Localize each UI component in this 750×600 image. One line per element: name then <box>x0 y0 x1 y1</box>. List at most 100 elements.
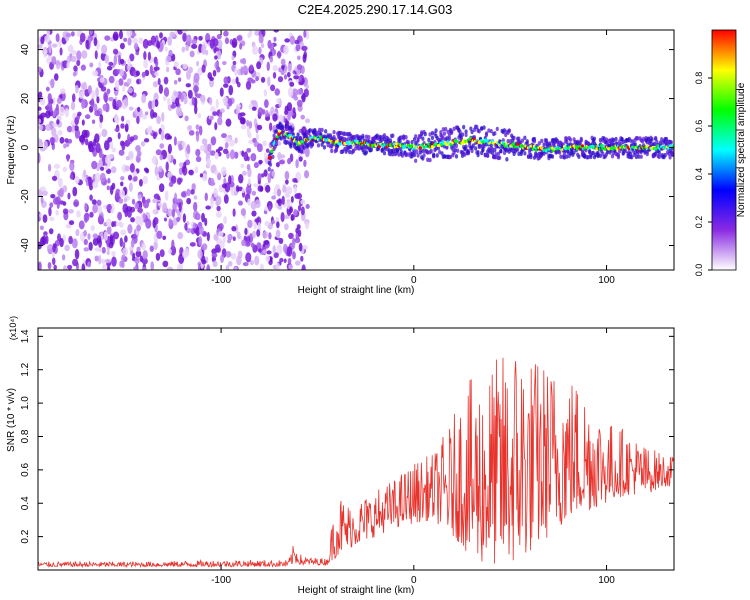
spectrogram-noise-cell <box>284 214 290 219</box>
spectrogram-noise-cell <box>178 162 185 168</box>
spectrogram-noise-cell <box>276 244 283 255</box>
spectrogram-noise-cell <box>173 79 178 85</box>
spectrogram-noise-cell <box>278 237 284 245</box>
spectrogram-noise-cell <box>242 57 247 65</box>
spectrogram-noise-cell <box>258 248 262 253</box>
spectrogram-ridge-cell <box>282 129 286 134</box>
spectrogram-ridge-cell <box>416 153 420 158</box>
spectrogram-noise-cell <box>191 96 195 106</box>
spectrogram-ridge-cell <box>302 145 306 150</box>
spectrogram-noise-cell <box>283 258 287 264</box>
spectrogram-noise-cell <box>262 230 269 239</box>
spectrogram-noise-cell <box>255 76 259 82</box>
spectrogram-ridge-cell <box>271 154 275 160</box>
spectrogram-noise-cell <box>162 95 167 101</box>
spectrogram-noise-cell <box>146 198 151 203</box>
spectrogram-noise-cell <box>297 229 302 238</box>
spectrogram-noise-cell <box>292 107 296 114</box>
spectrogram-noise-cell <box>298 75 303 83</box>
spectrogram-noise-cell <box>254 218 260 223</box>
spectrogram-ridge-cell <box>349 144 353 150</box>
spectrogram-noise-cell <box>215 210 222 218</box>
spectrogram-noise-cell <box>281 195 285 206</box>
spectrogram-ridge-cell <box>429 148 433 154</box>
spectrogram-noise-cell <box>264 220 270 227</box>
spectrogram-ridge-cell <box>298 135 303 141</box>
spectrogram-noise-cell <box>153 66 160 71</box>
spectrogram-noise-cell <box>181 46 186 53</box>
spectrogram-noise-cell <box>91 119 96 124</box>
spectrogram-noise-cell <box>155 149 162 156</box>
spectrogram-noise-cell <box>121 141 126 151</box>
spectrogram-noise-cell <box>295 44 301 52</box>
spectrogram-ridge-cell <box>450 130 454 135</box>
spectrogram-ridge-cell <box>310 142 315 147</box>
spectrogram-noise-cell <box>286 102 293 112</box>
spectrogram-noise-cell <box>63 143 67 149</box>
spectrogram-noise-cell <box>162 202 168 213</box>
spectrogram-noise-cell <box>164 46 168 52</box>
spectrogram-ridge-cell <box>319 132 323 137</box>
spectrogram-noise-cell <box>106 185 110 191</box>
spectrogram-noise-cell <box>297 204 302 212</box>
spectrogram-ridge-cell <box>460 132 465 137</box>
spectrogram-noise-cell <box>78 134 86 143</box>
spectrogram-noise-cell <box>142 175 149 185</box>
spectrogram-noise-cell <box>150 261 155 270</box>
spectrogram-noise-cell <box>159 143 165 149</box>
spectrogram-noise-cell <box>176 208 180 217</box>
spectrogram-ridge-cell <box>446 129 450 135</box>
spectrogram-noise-cell <box>246 119 250 127</box>
spectrogram-noise-cell <box>45 124 52 131</box>
spectrogram-noise-cell <box>186 188 191 197</box>
spectrogram-noise-cell <box>162 235 167 241</box>
spectrogram-noise-cell <box>53 73 59 81</box>
spectrogram-noise-cell <box>253 183 258 188</box>
spectrogram-noise-cell <box>262 108 266 115</box>
spectrogram-ridge-core <box>550 146 555 150</box>
spectrogram-noise-cell <box>209 97 213 106</box>
spectrogram-noise-cell <box>92 203 98 214</box>
spectrogram-noise-cell <box>258 46 262 55</box>
spectrogram-noise-cell <box>296 64 303 70</box>
spectrogram-noise-cell <box>108 75 115 84</box>
spectrogram-noise-cell <box>47 93 52 102</box>
spectrogram-noise-cell <box>91 199 97 205</box>
spectrogram-noise-cell <box>303 159 307 168</box>
spectrogram-ridge-cell <box>494 155 498 160</box>
spectrogram-noise-cell <box>58 106 65 117</box>
spectrogram-ridge-cell <box>598 137 603 143</box>
spectrogram-noise-cell <box>133 43 139 51</box>
spectrogram-noise-cell <box>67 264 73 270</box>
spectrogram-noise-cell <box>215 200 220 206</box>
spectrogram-noise-cell <box>214 244 221 253</box>
spectrogram-ridge-cell <box>507 128 511 134</box>
spectrogram-ridge-cell <box>414 134 418 139</box>
spectrogram-noise-cell <box>214 152 219 160</box>
spectrogram-noise-cell <box>74 128 81 139</box>
spectrogram-noise-cell <box>248 103 254 110</box>
spectrogram-ridge-cell <box>636 136 640 141</box>
spectrogram-noise-cell <box>124 165 130 172</box>
spectrogram-noise-cell <box>280 69 285 76</box>
spectrogram-ridge-core <box>427 142 431 146</box>
spectrogram-noise-cell <box>127 174 133 181</box>
spectrogram-noise-cell <box>273 187 277 198</box>
spectrogram-noise-cell <box>184 115 189 122</box>
spectrogram-ridge-cell <box>463 152 467 157</box>
spectrogram-noise-cell <box>143 59 148 69</box>
spectrogram-noise-cell <box>233 191 238 196</box>
spectrogram-noise-cell <box>291 239 296 250</box>
spectrogram-ridge-cell <box>568 137 573 142</box>
spectrogram-noise-cell <box>141 71 146 78</box>
spectrogram-noise-cell <box>42 214 48 223</box>
spectrogram-noise-cell <box>263 89 268 97</box>
spectrogram-noise-cell <box>220 254 225 264</box>
spectrogram-ridge-cell <box>482 144 486 149</box>
spectrogram-noise-cell <box>219 87 224 97</box>
spectrogram-ridge-cell <box>464 144 468 149</box>
snr-multiplier: (x10⁴) <box>8 316 18 340</box>
spectrogram-ridge-cell <box>586 155 591 160</box>
spectrogram-noise-cell <box>38 106 42 111</box>
